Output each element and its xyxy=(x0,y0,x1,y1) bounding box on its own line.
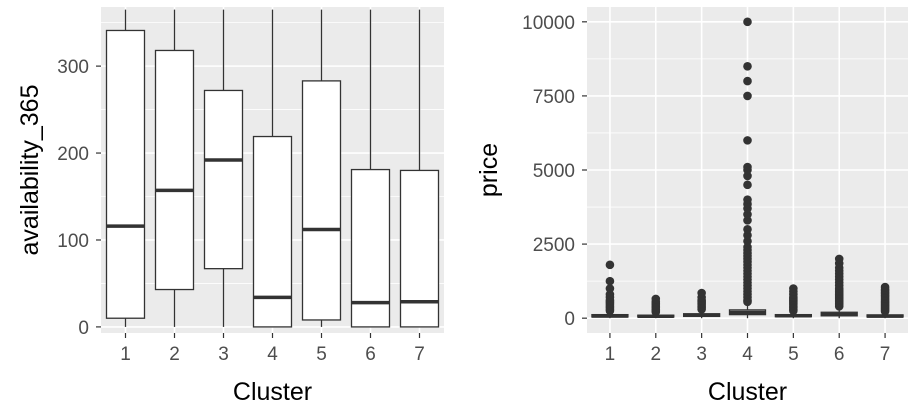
box-iqr xyxy=(203,89,244,270)
outlier-point xyxy=(697,288,706,298)
box-cluster-4 xyxy=(252,9,293,328)
x-tick-label: 1 xyxy=(605,344,616,365)
y-tick-label: 200 xyxy=(57,144,89,165)
x-tick-label: 7 xyxy=(414,344,425,365)
availability-boxplot-panel: 0 100 200 300 1 2 3 4 5 6 7 Cluster availability_365 xyxy=(16,7,444,406)
outlier-point xyxy=(743,17,752,27)
outlier-point xyxy=(743,162,752,172)
box-cluster-6 xyxy=(820,254,858,319)
box-cluster-4 xyxy=(728,17,767,319)
box-cluster-1 xyxy=(105,9,146,327)
outlier-point xyxy=(743,76,752,86)
outlier-point xyxy=(605,276,615,286)
box-iqr xyxy=(252,135,293,328)
box-cluster-3 xyxy=(203,9,244,327)
outlier-point xyxy=(605,260,615,270)
x-tick-label: 7 xyxy=(880,344,891,365)
x-tick-label: 2 xyxy=(650,344,661,365)
outlier-point xyxy=(651,294,661,304)
outlier-point xyxy=(743,210,752,219)
outlier-point xyxy=(743,171,752,181)
y-tick-label: 5000 xyxy=(533,161,575,182)
outlier-point xyxy=(743,242,752,252)
y-tick-label: 0 xyxy=(78,318,89,339)
box-cluster-1 xyxy=(591,260,629,319)
x-tick-label: 4 xyxy=(742,344,753,365)
box-cluster-7 xyxy=(399,9,440,328)
x-tick-label: 4 xyxy=(267,344,278,365)
box-cluster-5 xyxy=(301,9,342,327)
x-tick-label: 3 xyxy=(218,344,229,365)
outlier-point xyxy=(743,136,752,145)
box-cluster-3 xyxy=(682,288,721,319)
outlier-point xyxy=(880,282,890,292)
outlier-point xyxy=(789,284,798,293)
y-tick-label: 300 xyxy=(57,57,89,78)
outlier-point xyxy=(743,91,752,101)
y-tick-label: 100 xyxy=(57,231,89,252)
outlier-point xyxy=(743,224,752,234)
outlier-point xyxy=(743,195,752,204)
x-tick-label: 3 xyxy=(696,344,707,365)
y-axis-title: price xyxy=(475,143,503,197)
outlier-point xyxy=(743,180,752,190)
box-cluster-2 xyxy=(154,9,195,327)
outlier-point xyxy=(743,230,752,240)
y-tick-label: 7500 xyxy=(533,87,575,108)
x-tick-label: 2 xyxy=(169,344,180,365)
y-tick-label: 10000 xyxy=(522,13,575,34)
box-cluster-2 xyxy=(637,294,675,319)
y-tick-label: 0 xyxy=(564,309,575,330)
outlier-point xyxy=(605,290,615,299)
x-tick-label: 5 xyxy=(316,344,327,365)
x-tick-label: 1 xyxy=(120,344,131,365)
x-axis-title: Cluster xyxy=(708,378,787,406)
box-iqr xyxy=(154,49,195,291)
outlier-point xyxy=(605,284,615,293)
box-cluster-7 xyxy=(866,282,904,319)
outlier-point xyxy=(743,236,752,246)
outlier-point xyxy=(743,61,752,71)
box-cluster-5 xyxy=(774,284,813,319)
outlier-point xyxy=(834,254,844,264)
price-boxplot-panel: 0 2500 5000 7500 10000 1 2 3 4 5 6 7 Cluster price xyxy=(475,7,908,406)
y-tick-label: 2500 xyxy=(533,235,575,256)
box-iqr xyxy=(105,29,146,319)
box-iqr xyxy=(350,168,391,328)
x-tick-label: 6 xyxy=(365,344,376,365)
x-tick-label: 6 xyxy=(834,344,845,365)
y-axis-title: availability_365 xyxy=(16,85,44,256)
x-axis-title: Cluster xyxy=(233,378,312,406)
box-iqr xyxy=(301,80,342,321)
x-tick-label: 5 xyxy=(788,344,799,365)
outlier-point xyxy=(743,216,752,225)
box-cluster-6 xyxy=(350,9,391,328)
